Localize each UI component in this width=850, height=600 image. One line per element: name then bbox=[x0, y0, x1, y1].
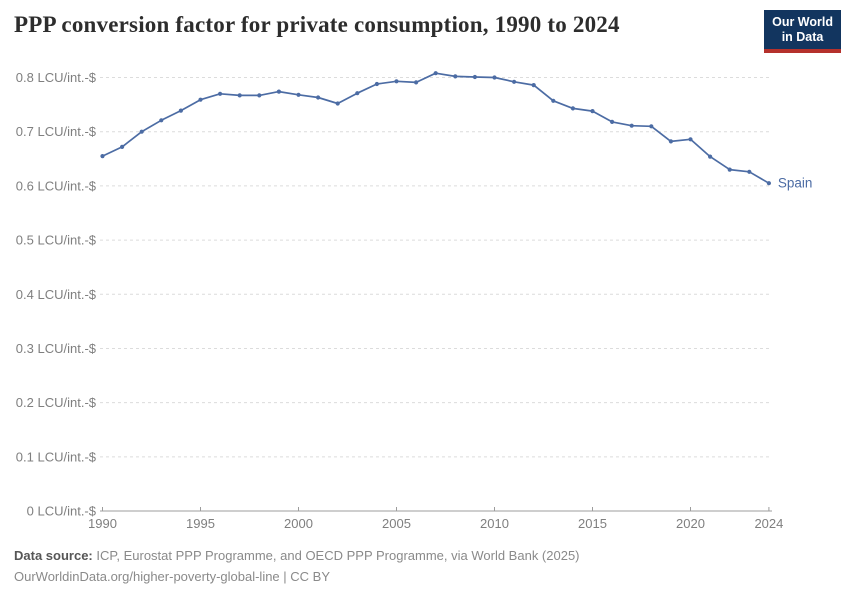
svg-text:2000: 2000 bbox=[284, 516, 313, 531]
y-gridlines bbox=[100, 77, 770, 458]
svg-text:0.5 LCU/int.-$: 0.5 LCU/int.-$ bbox=[16, 233, 97, 248]
svg-text:2020: 2020 bbox=[676, 516, 705, 531]
svg-text:2010: 2010 bbox=[480, 516, 509, 531]
chart-title: PPP conversion factor for private consum… bbox=[14, 12, 620, 37]
data-series bbox=[100, 71, 772, 186]
svg-text:0.8 LCU/int.-$: 0.8 LCU/int.-$ bbox=[16, 70, 97, 85]
svg-text:0.7 LCU/int.-$: 0.7 LCU/int.-$ bbox=[16, 124, 97, 139]
svg-text:0.1 LCU/int.-$: 0.1 LCU/int.-$ bbox=[16, 449, 97, 464]
owid-logo-line2: in Data bbox=[781, 30, 824, 44]
y-axis-labels: 0 LCU/int.-$ 0.1 LCU/int.-$ 0.2 LCU/int.-$… bbox=[16, 70, 97, 519]
owid-logo-line1: Our World bbox=[772, 15, 833, 29]
data-source-text: ICP, Eurostat PPP Programme, and OECD PP… bbox=[96, 548, 580, 563]
svg-text:0.4 LCU/int.-$: 0.4 LCU/int.-$ bbox=[16, 287, 97, 302]
svg-text:1995: 1995 bbox=[186, 516, 215, 531]
x-axis: 1990 1995 2000 2005 2010 2015 2020 2024 bbox=[88, 507, 783, 531]
data-source-label: Data source: bbox=[14, 548, 93, 563]
svg-text:2005: 2005 bbox=[382, 516, 411, 531]
chart-footer: Data source: ICP, Eurostat PPP Programme… bbox=[14, 545, 580, 587]
svg-text:0.6 LCU/int.-$: 0.6 LCU/int.-$ bbox=[16, 178, 97, 193]
svg-text:1990: 1990 bbox=[88, 516, 117, 531]
series-end-label: Spain bbox=[778, 176, 813, 191]
svg-text:0.2 LCU/int.-$: 0.2 LCU/int.-$ bbox=[16, 395, 97, 410]
svg-text:0.3 LCU/int.-$: 0.3 LCU/int.-$ bbox=[16, 341, 97, 356]
license-line: OurWorldinData.org/higher-poverty-global… bbox=[14, 569, 330, 584]
data-source-line: Data source: ICP, Eurostat PPP Programme… bbox=[14, 545, 580, 566]
svg-text:0 LCU/int.-$: 0 LCU/int.-$ bbox=[27, 504, 97, 519]
owid-logo: Our World in Data bbox=[764, 10, 841, 53]
svg-text:2024: 2024 bbox=[754, 516, 783, 531]
svg-text:2015: 2015 bbox=[578, 516, 607, 531]
